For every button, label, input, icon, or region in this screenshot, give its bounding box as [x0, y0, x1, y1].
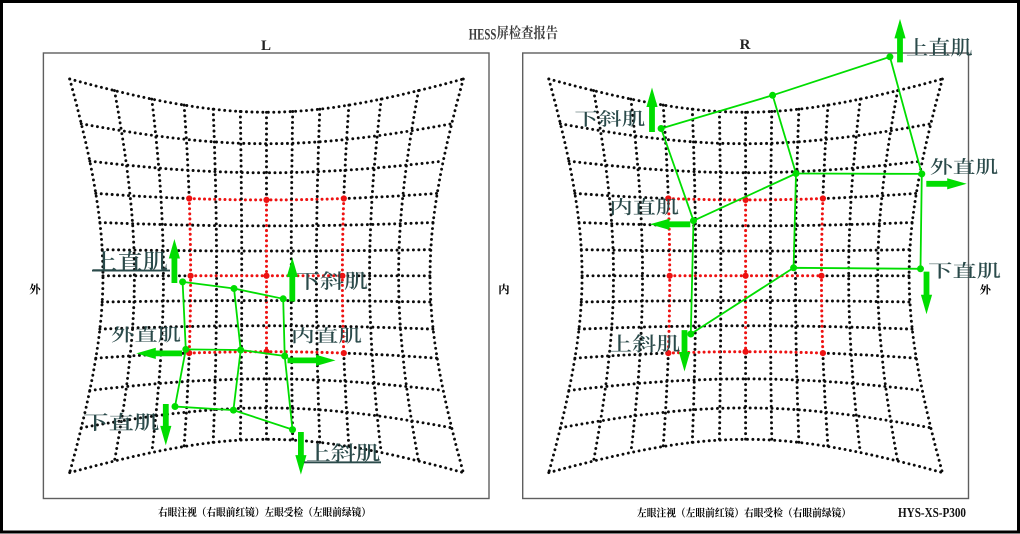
svg-text:HESS: HESS — [469, 26, 497, 43]
svg-text:HYS-XS-P300: HYS-XS-P300 — [898, 505, 966, 520]
svg-text:R: R — [740, 37, 751, 53]
svg-text:L: L — [261, 38, 271, 54]
